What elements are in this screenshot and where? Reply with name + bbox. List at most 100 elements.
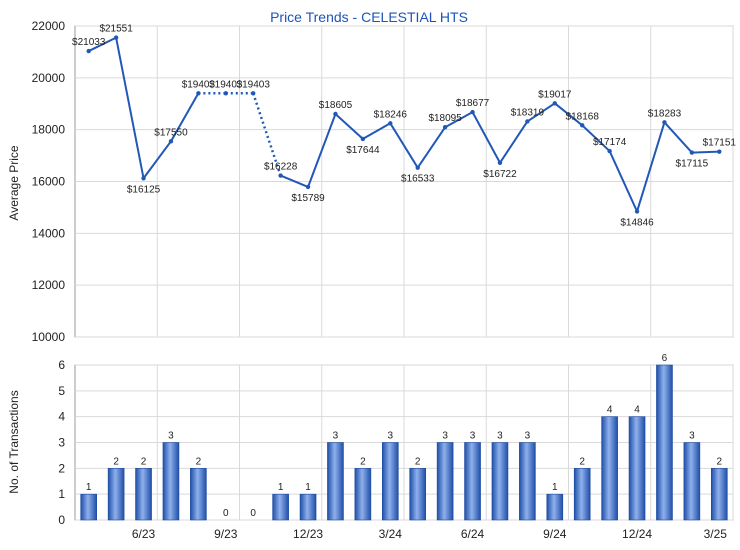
transaction-bar xyxy=(162,442,180,521)
x-tick-label: 6/23 xyxy=(132,527,156,541)
chart-title: Price Trends - CELESTIAL HTS xyxy=(270,9,468,25)
price-line-segment xyxy=(471,111,501,164)
price-y-tick-label: 12000 xyxy=(32,278,66,292)
price-point xyxy=(305,184,311,190)
transaction-bar xyxy=(573,468,591,521)
price-y-tick-label: 18000 xyxy=(32,123,66,137)
transaction-data-label: 6 xyxy=(662,353,668,364)
transactions-y-tick-label: 1 xyxy=(58,487,65,501)
transaction-data-label: 1 xyxy=(86,482,92,493)
price-line-segment xyxy=(663,121,693,154)
transaction-data-label: 3 xyxy=(525,431,531,442)
price-y-tick-label: 22000 xyxy=(32,19,66,33)
transaction-data-label: 3 xyxy=(388,431,394,442)
price-y-tick-label: 14000 xyxy=(32,226,66,240)
price-line-segment xyxy=(334,113,364,140)
transaction-bar xyxy=(299,493,317,521)
transaction-bar xyxy=(656,364,673,521)
transaction-bar xyxy=(546,493,564,521)
price-data-label: $18095 xyxy=(428,113,462,124)
transaction-bar xyxy=(354,468,372,521)
price-point xyxy=(607,148,612,154)
transaction-data-label: 4 xyxy=(607,405,613,416)
transactions-y-tick-label: 0 xyxy=(58,513,65,527)
price-data-label: $16228 xyxy=(264,162,298,173)
price-point xyxy=(634,209,640,214)
price-data-label: $18605 xyxy=(319,100,353,111)
price-line-segment xyxy=(581,124,611,152)
price-data-label: $18246 xyxy=(374,109,408,120)
price-data-label: $17151 xyxy=(703,138,737,149)
x-tick-label: 12/23 xyxy=(293,527,323,541)
transaction-data-label: 3 xyxy=(442,431,448,442)
price-point xyxy=(580,123,585,128)
price-data-label: $19403 xyxy=(182,79,216,90)
price-point xyxy=(415,165,420,170)
price-data-label: $18677 xyxy=(456,98,490,109)
transaction-bar xyxy=(628,416,646,521)
price-point xyxy=(497,160,503,165)
price-data-label: $19017 xyxy=(538,89,572,100)
transaction-bar xyxy=(327,442,344,521)
price-data-label: $21033 xyxy=(72,37,106,48)
price-data-label: $19403 xyxy=(237,79,271,90)
transaction-data-label: 1 xyxy=(305,482,311,493)
price-line-segment xyxy=(280,174,309,188)
transaction-data-label: 4 xyxy=(634,405,640,416)
transactions-y-axis-label: No. of Transactions xyxy=(7,390,21,493)
transaction-bar xyxy=(409,468,427,521)
transaction-data-label: 2 xyxy=(196,456,202,467)
transaction-data-label: 1 xyxy=(278,482,284,493)
price-data-label: $19403 xyxy=(209,79,243,90)
transaction-data-label: 0 xyxy=(223,508,229,519)
transaction-data-label: 3 xyxy=(497,431,503,442)
price-y-tick-label: 10000 xyxy=(32,330,66,344)
transaction-data-label: 3 xyxy=(470,431,476,442)
transaction-bar xyxy=(464,442,481,521)
price-point xyxy=(141,176,146,181)
price-line-segment xyxy=(416,126,446,169)
price-point xyxy=(552,101,557,106)
transaction-data-label: 2 xyxy=(141,456,147,467)
price-point xyxy=(442,125,448,130)
transaction-bar xyxy=(272,493,289,521)
price-line-segment xyxy=(526,102,556,123)
transaction-bar xyxy=(519,442,536,521)
price-data-label: $17644 xyxy=(346,145,380,156)
price-point xyxy=(196,91,201,96)
price-line-segment xyxy=(362,122,391,140)
price-point xyxy=(168,139,174,144)
transaction-bar xyxy=(135,468,152,521)
x-tick-label: 9/23 xyxy=(214,527,238,541)
transaction-bar xyxy=(190,468,207,521)
transaction-data-label: 2 xyxy=(113,456,119,467)
price-line-segment xyxy=(444,111,474,129)
transactions-y-tick-label: 4 xyxy=(58,410,65,424)
price-point xyxy=(223,91,228,96)
transaction-data-label: 3 xyxy=(689,431,695,442)
price-data-label: $16533 xyxy=(401,174,435,185)
price-line-segment xyxy=(170,92,200,142)
price-data-label: $17550 xyxy=(154,127,188,138)
price-y-axis-label: Average Price xyxy=(7,145,21,220)
price-data-label: $16125 xyxy=(127,184,161,195)
price-data-label: $18168 xyxy=(566,111,600,122)
transaction-bar xyxy=(80,493,98,521)
transaction-data-label: 2 xyxy=(415,456,421,467)
price-point xyxy=(662,120,667,125)
transaction-data-label: 3 xyxy=(333,431,339,442)
price-line-segment xyxy=(115,37,145,179)
price-line-segment xyxy=(691,150,720,154)
transaction-data-label: 0 xyxy=(250,508,256,519)
transaction-bar xyxy=(436,442,454,521)
price-point xyxy=(689,150,695,155)
price-line-segment xyxy=(554,102,583,127)
transactions-y-tick-label: 6 xyxy=(58,358,65,372)
price-point xyxy=(278,173,283,178)
transaction-bar xyxy=(107,468,125,521)
price-data-label: $17115 xyxy=(676,159,709,170)
price-point xyxy=(360,136,366,142)
x-tick-label: 6/24 xyxy=(461,527,485,541)
price-data-label: $15789 xyxy=(291,193,325,204)
